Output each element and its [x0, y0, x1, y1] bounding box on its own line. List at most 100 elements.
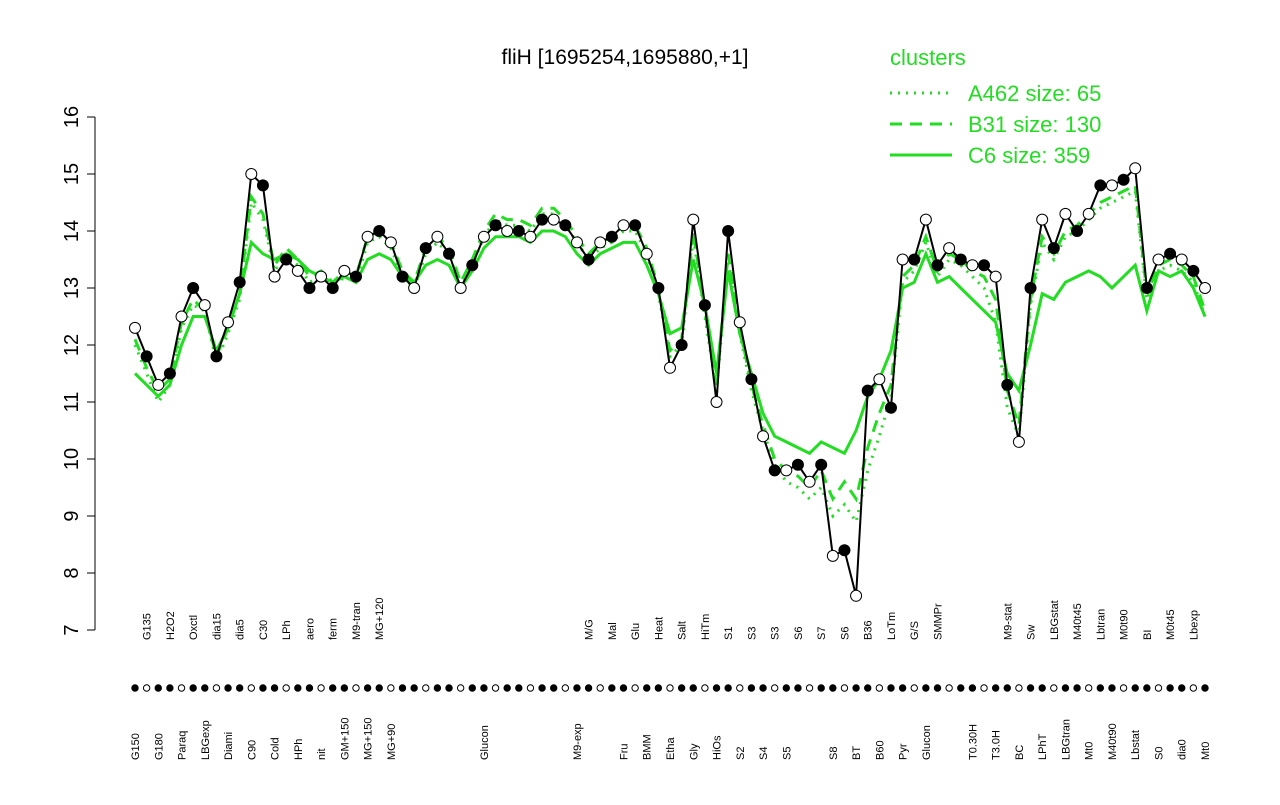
category-dot: [422, 684, 430, 692]
x-tick-label: S0: [1153, 747, 1165, 760]
x-tick-label: Mt0: [1084, 742, 1096, 760]
cluster-line: [133, 229, 1207, 456]
category-dot: [131, 684, 139, 692]
x-tick-label: Cold: [270, 737, 282, 760]
x-tick-label: HPh: [293, 739, 305, 760]
gene-point: [431, 230, 444, 243]
gene-point: [547, 213, 560, 226]
category-dot: [270, 684, 279, 692]
gene-point: [187, 282, 200, 294]
category-dot: [363, 684, 372, 692]
gene-point: [559, 219, 572, 232]
gene-point: [838, 544, 851, 557]
legend-label: A462 size: 65: [968, 81, 1101, 106]
x-tick-label: Lbexp: [1188, 610, 1200, 640]
category-dot: [724, 684, 732, 692]
category-dot: [945, 684, 953, 692]
category-dot: [177, 684, 186, 692]
gene-point: [1117, 173, 1130, 186]
category-dot: [282, 684, 290, 692]
x-tick-label: BI: [1142, 630, 1154, 640]
x-tick-label: LPh: [281, 620, 293, 640]
x-tick-label: Etha: [665, 736, 677, 760]
x-tick-label: M9-tran: [351, 602, 363, 640]
gene-point: [466, 259, 479, 272]
category-dot: [1201, 684, 1209, 692]
category-dot: [1119, 684, 1128, 692]
x-tick-label: M40t90: [1107, 723, 1119, 760]
category-dot: [480, 684, 488, 692]
category-dot: [1178, 684, 1186, 692]
category-dot: [770, 684, 779, 692]
gene-point: [1140, 282, 1153, 294]
gene-point: [338, 264, 351, 277]
gene-point: [733, 316, 746, 329]
gene-point: [163, 367, 176, 380]
x-tick-label: T0.30H: [967, 724, 979, 760]
category-dot: [247, 684, 256, 692]
category-dot: [561, 684, 570, 692]
category-dot: [957, 684, 965, 692]
x-tick-label: BMM: [642, 734, 654, 760]
category-dot: [224, 684, 232, 692]
category-dot: [794, 684, 802, 692]
gene-point: [256, 179, 269, 192]
category-dot: [526, 684, 535, 692]
category-dot: [782, 684, 791, 692]
x-tick-label: Fru: [618, 744, 630, 761]
x-tick-label: Mal: [607, 622, 619, 640]
x-tick-label: Lbstat: [1130, 730, 1142, 760]
category-dot: [515, 684, 523, 692]
gene-point: [1082, 207, 1095, 220]
y-tick-label: 11: [61, 392, 83, 413]
category-dot: [933, 684, 942, 692]
gene-point: [1094, 179, 1107, 192]
gene-point: [640, 247, 653, 260]
gene-point: [361, 230, 374, 243]
category-dot: [549, 684, 558, 692]
category-dot: [305, 684, 314, 692]
category-dot: [1050, 684, 1058, 692]
x-tick-label: Paraq: [177, 731, 189, 760]
gene-point: [617, 219, 630, 232]
gene-point: [954, 253, 967, 266]
gene-point: [1059, 207, 1072, 220]
category-dot: [1166, 684, 1174, 692]
y-tick-label: 15: [61, 163, 83, 185]
gene-point: [989, 270, 1002, 283]
x-tick-label: LPhT: [1037, 733, 1049, 760]
category-dot: [840, 684, 849, 692]
gene-point: [140, 350, 153, 363]
gene-point: [198, 299, 211, 312]
category-dot: [142, 684, 151, 692]
y-tick-label: 7: [61, 624, 83, 635]
x-tick-label: B36: [863, 620, 875, 640]
gene-point: [303, 282, 316, 294]
gene-point: [664, 361, 676, 374]
gene-point: [780, 464, 793, 477]
category-dot: [491, 684, 500, 692]
gene-point: [652, 282, 665, 294]
gene-point: [222, 316, 235, 329]
gene-point: [152, 378, 165, 391]
category-dot: [677, 684, 686, 692]
legend-title: clusters: [890, 45, 966, 70]
category-dot: [631, 684, 639, 692]
legend-label: C6 size: 359: [968, 143, 1090, 168]
gene-point: [850, 589, 863, 602]
gene-point: [1012, 435, 1025, 448]
category-dot: [689, 684, 697, 692]
category-dot: [212, 684, 221, 692]
x-tick-label: HiOs: [712, 735, 724, 760]
gene-point: [605, 230, 618, 243]
category-dot: [584, 684, 593, 692]
category-dot: [829, 684, 837, 692]
category-dot: [747, 684, 756, 692]
category-dot: [259, 684, 267, 692]
x-tick-label: LBGtran: [1060, 719, 1072, 760]
category-dot: [387, 684, 395, 692]
category-dot: [910, 684, 918, 692]
x-tick-label: S1: [723, 627, 735, 640]
gene-point: [698, 299, 711, 312]
gene-point: [408, 282, 421, 294]
